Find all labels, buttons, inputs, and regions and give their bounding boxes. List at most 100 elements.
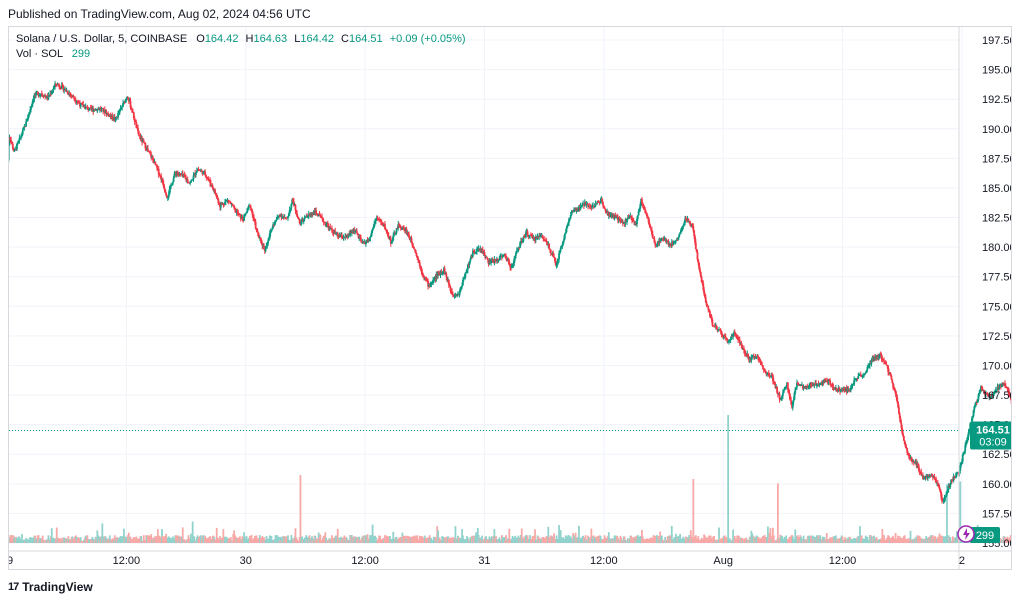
volume-bar <box>121 536 124 543</box>
volume-bar <box>265 536 268 543</box>
candle-body <box>471 250 474 257</box>
candle-body <box>808 385 811 387</box>
volume-bar <box>881 528 884 543</box>
volume-bar <box>122 528 125 543</box>
candle-body <box>720 331 723 335</box>
candle-body <box>62 85 65 91</box>
candle-body <box>64 88 67 92</box>
volume-bar <box>154 536 157 543</box>
candle-body <box>632 220 635 222</box>
chart-frame[interactable]: 197.50 195.00 192.50 190.00 187.50 185.00 182.… <box>8 26 1012 570</box>
candle-body <box>16 142 19 144</box>
lightning-icon[interactable] <box>957 525 975 543</box>
candle-body <box>760 362 763 365</box>
volume-bar <box>374 537 377 543</box>
candle-body <box>272 224 274 229</box>
candle-body <box>138 135 141 137</box>
candle-body <box>321 217 324 222</box>
candle-body <box>195 170 198 173</box>
candle-body <box>961 461 963 463</box>
volume-bar <box>819 535 822 543</box>
candle-body <box>132 112 135 119</box>
candle-body <box>369 236 371 241</box>
volume-bar <box>469 537 472 543</box>
candle-body <box>937 484 940 488</box>
candle-body <box>912 461 915 463</box>
candle-body <box>946 489 949 493</box>
candle-body <box>527 235 530 236</box>
candle-body <box>271 228 274 230</box>
candle-body <box>147 148 149 151</box>
candle-body <box>124 99 127 103</box>
candle-body <box>379 220 381 222</box>
candle-body <box>1009 393 1011 397</box>
candle-body <box>936 482 939 485</box>
candle-body <box>801 385 804 388</box>
candle-body <box>343 237 346 239</box>
candle-body <box>687 218 690 222</box>
candle-body <box>789 396 792 401</box>
candle-body <box>141 137 144 143</box>
volume-bar <box>59 538 62 543</box>
candle-body <box>376 217 379 219</box>
candle-body <box>884 362 887 365</box>
candle-body <box>723 335 725 338</box>
candle-body <box>603 207 606 210</box>
candle-body <box>407 233 410 235</box>
candle-body <box>276 216 279 220</box>
volume-bar <box>769 528 772 543</box>
candle-body <box>214 189 216 194</box>
volume-bar <box>741 537 744 543</box>
candle-body <box>118 109 121 113</box>
volume-bar <box>772 527 774 543</box>
candle-body <box>25 120 28 122</box>
volume-bar <box>772 535 775 543</box>
candle-body <box>259 237 262 240</box>
candle-body <box>757 355 759 358</box>
volume-bar <box>733 536 736 543</box>
candle-body <box>993 391 996 394</box>
candle-body <box>886 365 889 367</box>
candle-body <box>374 220 377 222</box>
high-label: H <box>245 33 254 45</box>
candle-body <box>157 168 160 175</box>
candle-body <box>37 93 40 96</box>
candle-body <box>497 260 500 262</box>
candle-body <box>741 345 744 349</box>
candle-body <box>52 88 55 91</box>
candle-body <box>246 208 249 213</box>
volume-bar <box>229 537 232 543</box>
candle-body <box>689 220 691 225</box>
price-chart[interactable]: 197.50 195.00 192.50 190.00 187.50 185.00 182.… <box>9 27 1012 570</box>
candle-body <box>856 378 859 380</box>
volume-bar <box>311 536 313 543</box>
candle-body <box>280 214 283 218</box>
candle-body <box>863 374 865 376</box>
candle-body <box>787 389 790 393</box>
candle-body <box>469 258 472 262</box>
candle-body <box>268 233 271 239</box>
candle-body <box>437 273 440 275</box>
candle-body <box>557 259 560 262</box>
candle-body <box>519 242 521 248</box>
candle-body <box>965 443 967 446</box>
candle-body <box>481 249 484 254</box>
tradingview-logo[interactable]: 17 TradingView <box>8 580 93 594</box>
volume-bar <box>630 535 633 543</box>
candle-body <box>935 479 938 484</box>
candle-body <box>650 227 652 231</box>
candle-body <box>559 247 562 251</box>
volume-bar <box>140 536 143 543</box>
volume-bar <box>270 536 273 543</box>
change-value: +0.09 (+0.05%) <box>389 33 466 45</box>
candle-body <box>177 174 180 175</box>
candle-body <box>810 383 812 386</box>
candle-body <box>715 326 718 330</box>
candle-body <box>451 291 454 295</box>
candle-body <box>819 383 822 385</box>
volume-bar <box>866 536 869 543</box>
candle-body <box>723 335 726 337</box>
volume-bar <box>578 525 580 543</box>
candle-body <box>21 134 23 137</box>
candle-body <box>854 378 857 380</box>
